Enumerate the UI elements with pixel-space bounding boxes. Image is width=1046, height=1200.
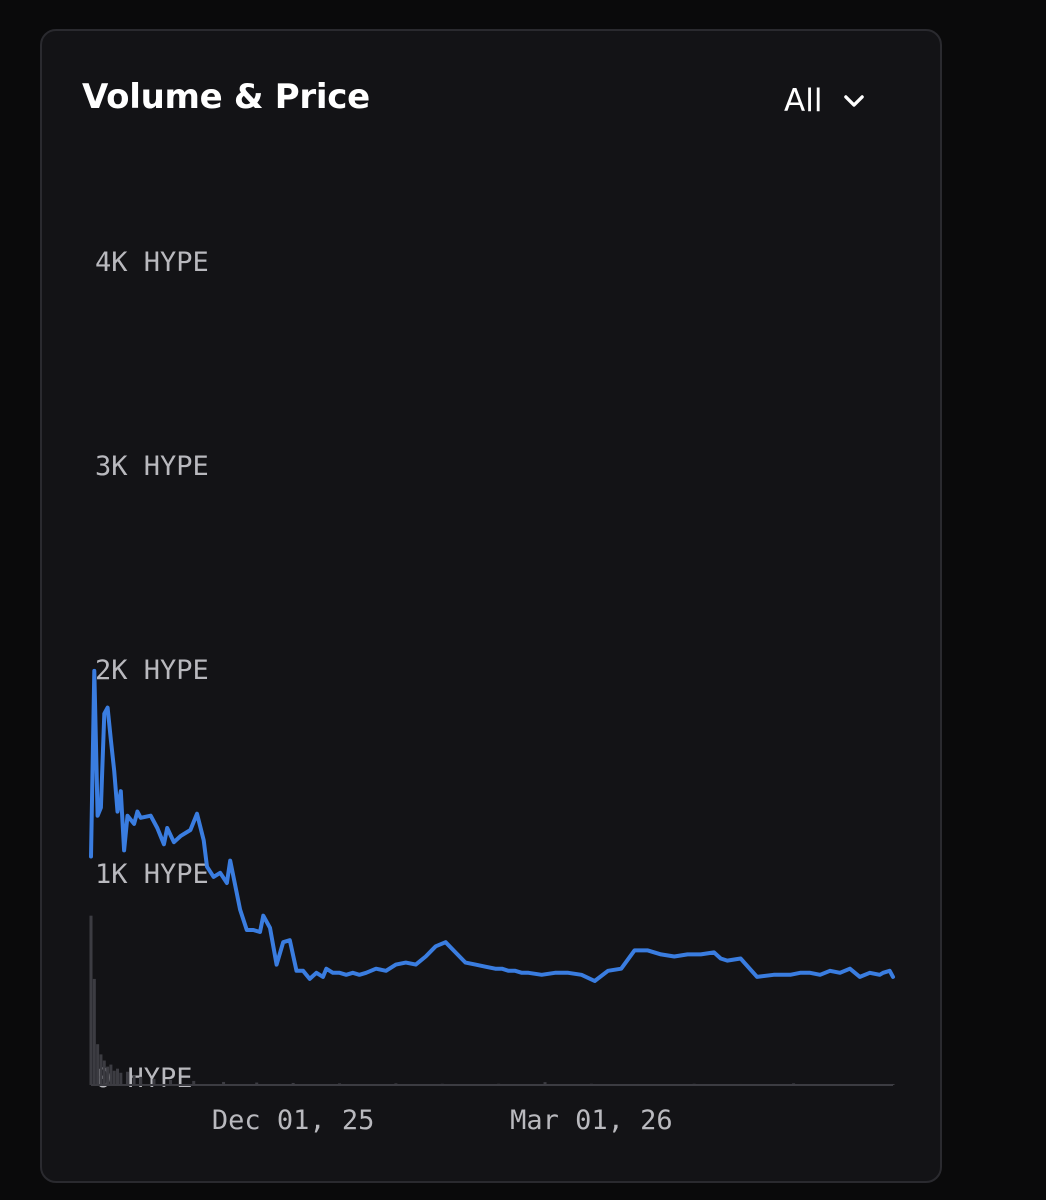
volume-bar	[89, 915, 93, 1085]
chevron-down-icon	[844, 95, 865, 107]
range-selector-value: All	[784, 83, 823, 119]
volume-bar	[291, 1082, 295, 1085]
volume-bar	[96, 1044, 100, 1085]
y-tick-label: 4K HYPE	[95, 247, 209, 278]
volume-bars	[89, 915, 895, 1086]
volume-bar	[116, 1068, 120, 1085]
volume-bar	[109, 1064, 113, 1085]
volume-bar	[152, 1078, 156, 1085]
volume-bar	[132, 1075, 136, 1085]
volume-bar	[192, 1080, 196, 1085]
x-axis-ticks: Dec 01, 25 Mar 01, 26	[212, 1105, 673, 1136]
x-tick-label: Dec 01, 25	[212, 1105, 375, 1136]
y-tick-label: 2K HYPE	[95, 655, 209, 686]
range-selector[interactable]: All	[784, 79, 868, 123]
card-title: Volume & Price	[82, 77, 370, 117]
volume-bar	[222, 1081, 226, 1085]
volume-bar	[125, 1071, 129, 1085]
volume-bar	[106, 1066, 110, 1085]
volume-bar	[92, 978, 96, 1085]
volume-bar	[543, 1082, 547, 1085]
volume-bar	[112, 1070, 116, 1085]
volume-bar	[255, 1082, 259, 1085]
volume-bar	[169, 1079, 173, 1085]
volume-bar	[102, 1060, 106, 1085]
volume-bar	[119, 1072, 123, 1085]
volume-price-card: Volume & Price All	[40, 29, 942, 1183]
volume-bar	[99, 1054, 103, 1085]
y-tick-label: 3K HYPE	[95, 451, 209, 482]
price-line	[89, 668, 895, 983]
x-tick-label: Mar 01, 26	[510, 1105, 673, 1136]
volume-bar	[139, 1076, 143, 1085]
y-tick-label: 1K HYPE	[95, 859, 209, 890]
